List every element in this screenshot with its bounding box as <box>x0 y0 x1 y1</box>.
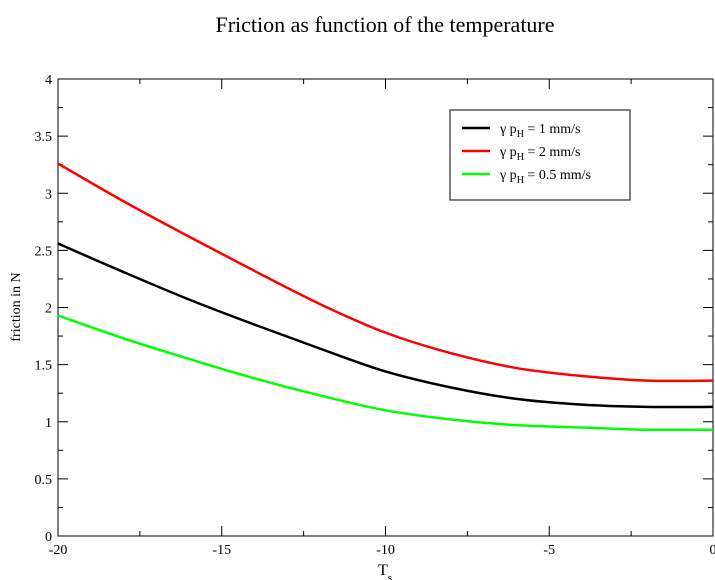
axis-ticks: 0 0.5 1 1.5 2 2.5 3 3.5 4 -20 -15 -10 -5 0 <box>35 73 715 558</box>
legend-label-sub: H <box>517 129 524 140</box>
data-series <box>57 162 714 432</box>
series-line-1 <box>57 242 714 409</box>
legend-label-value: = 2 mm/s <box>524 145 581 160</box>
legend-label-1: γ pH = 1 mm/s <box>499 122 580 140</box>
legend-label-main: γ p <box>499 168 517 183</box>
legend: γ pH = 1 mm/sγ pH = 2 mm/sγ pH = 0.5 mm/… <box>449 109 631 201</box>
legend-box <box>449 109 631 201</box>
y-tick-label: 0.5 <box>35 473 53 488</box>
chart-title: Friction as function of the temperature <box>215 12 554 37</box>
series-line-3 <box>57 314 714 432</box>
plot-area: 0 0.5 1 1.5 2 2.5 3 3.5 4 -20 -15 -10 -5 0 <box>35 73 715 558</box>
y-tick-label: 3.5 <box>35 130 53 145</box>
series-line-2 <box>57 162 714 383</box>
y-tick-label: 1.5 <box>35 359 53 374</box>
legend-label-value: = 1 mm/s <box>524 122 581 137</box>
legend-label-sub: H <box>517 152 524 163</box>
legend-label-value: = 0.5 mm/s <box>524 168 591 183</box>
y-axis-label: friction in N <box>9 272 24 341</box>
y-tick-label: 0 <box>45 530 52 545</box>
y-tick-label: 3 <box>45 187 52 202</box>
y-tick-label: 1 <box>45 416 52 431</box>
legend-label-main: γ p <box>499 122 517 137</box>
y-tick-label: 2 <box>45 302 52 317</box>
x-axis-label-main: T <box>378 562 388 579</box>
x-axis-label: Ts <box>378 562 392 580</box>
legend-label-main: γ p <box>499 145 517 160</box>
legend-label-sub: H <box>517 175 524 186</box>
y-tick-label: 4 <box>45 73 52 88</box>
x-tick-label: -10 <box>376 543 395 558</box>
x-axis-label-sub: s <box>388 572 392 580</box>
legend-label-2: γ pH = 2 mm/s <box>499 145 580 163</box>
x-tick-label: 0 <box>710 543 715 558</box>
x-tick-label: -15 <box>212 543 231 558</box>
y-tick-label: 2.5 <box>35 244 53 259</box>
x-tick-label: -20 <box>49 543 68 558</box>
x-tick-label: -5 <box>543 543 555 558</box>
legend-label-3: γ pH = 0.5 mm/s <box>499 168 591 186</box>
